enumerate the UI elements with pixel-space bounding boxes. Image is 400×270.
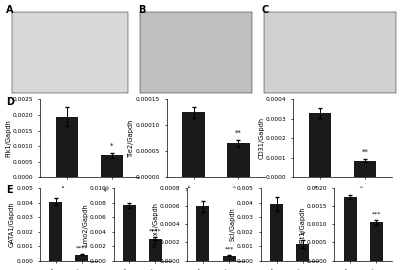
Bar bbox=[270, 204, 283, 261]
Text: B: B bbox=[138, 5, 145, 15]
Y-axis label: CD31/Gapdh: CD31/Gapdh bbox=[258, 117, 264, 159]
Bar bbox=[123, 205, 136, 261]
Text: ****: **** bbox=[149, 229, 162, 234]
Bar bbox=[56, 117, 78, 177]
Y-axis label: Flk1/Gapdh: Flk1/Gapdh bbox=[5, 119, 11, 157]
Bar bbox=[49, 202, 62, 261]
Text: D: D bbox=[6, 97, 14, 107]
Bar bbox=[370, 222, 383, 261]
Text: ***: *** bbox=[224, 246, 234, 251]
Text: ***: *** bbox=[372, 211, 381, 216]
Text: **: ** bbox=[235, 130, 242, 136]
Bar bbox=[222, 256, 236, 261]
Text: **: ** bbox=[300, 231, 306, 236]
Bar bbox=[149, 239, 162, 261]
Bar bbox=[75, 255, 88, 261]
Text: *: * bbox=[110, 143, 114, 149]
Y-axis label: Lmo2/Gapdh: Lmo2/Gapdh bbox=[82, 203, 88, 246]
Y-axis label: Scl/Gapdh: Scl/Gapdh bbox=[230, 207, 236, 241]
Text: A: A bbox=[6, 5, 14, 15]
Text: **: ** bbox=[362, 149, 368, 155]
Y-axis label: Flt1/Gapdh: Flt1/Gapdh bbox=[300, 206, 306, 243]
Text: C: C bbox=[262, 5, 269, 15]
Bar bbox=[296, 244, 309, 261]
Text: ****: **** bbox=[76, 245, 88, 251]
Bar bbox=[354, 161, 376, 177]
Text: E: E bbox=[6, 185, 13, 195]
Bar bbox=[344, 197, 357, 261]
Bar bbox=[309, 113, 332, 177]
Y-axis label: GATA1/Gapdh: GATA1/Gapdh bbox=[9, 201, 15, 247]
Bar bbox=[227, 143, 250, 177]
Bar bbox=[100, 156, 123, 177]
Bar bbox=[182, 112, 205, 177]
Y-axis label: Tie2/Gapdh: Tie2/Gapdh bbox=[128, 119, 134, 157]
Bar bbox=[196, 206, 210, 261]
Y-axis label: Runx1/Gapdh: Runx1/Gapdh bbox=[152, 202, 158, 247]
